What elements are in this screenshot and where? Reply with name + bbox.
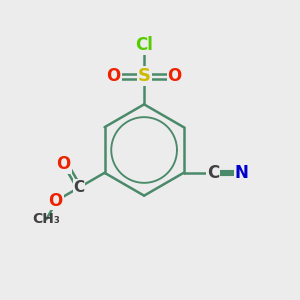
Text: O: O (49, 192, 63, 210)
Text: Cl: Cl (135, 36, 153, 54)
Text: S: S (138, 68, 151, 85)
Text: O: O (167, 68, 182, 85)
Text: O: O (56, 155, 71, 173)
Text: C: C (207, 164, 219, 182)
Text: CH₃: CH₃ (32, 212, 60, 226)
Text: C: C (74, 180, 85, 195)
Text: O: O (106, 68, 121, 85)
Text: N: N (235, 164, 249, 182)
